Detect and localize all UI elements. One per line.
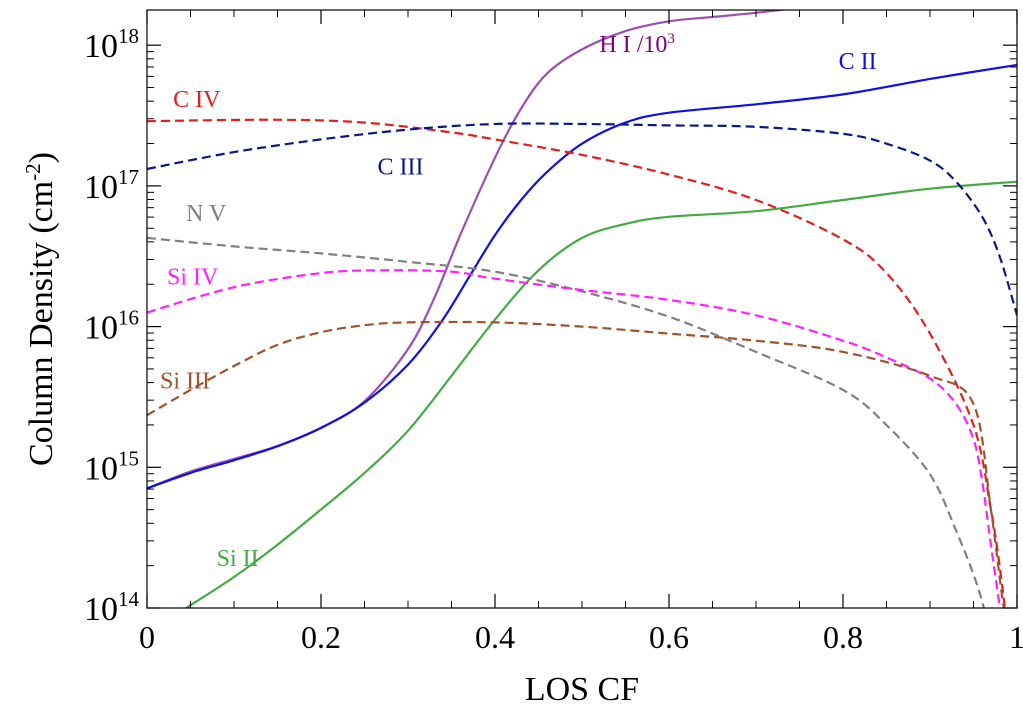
x-tick-label: 0.8: [823, 619, 863, 655]
series-layer: [147, 10, 1017, 608]
series-line-h-i-10: [147, 10, 789, 490]
x-tick-label: 1: [1009, 619, 1023, 655]
series-line-si-ii: [185, 180, 1017, 608]
y-tick-exponent: 17: [118, 165, 139, 189]
y-tick-exponent: 16: [118, 306, 139, 330]
y-tick-exponent: 18: [118, 24, 139, 48]
series-label-sup: 3: [667, 31, 675, 47]
series-label-text: Si III: [160, 368, 210, 394]
y-axis-title: Column Density (cm-2): [21, 152, 60, 466]
series-label-c-iv: C IV: [173, 87, 221, 113]
series-label-layer: H I /103 C II C IV C III N V Si IV Si III Si II: [160, 31, 877, 572]
series-line-si-iv: [147, 269, 1002, 608]
series-label-text: N V: [186, 201, 227, 227]
y-axis-title-base: Column Density (cm: [23, 181, 60, 466]
y-tick-exponent: 14: [118, 587, 140, 611]
series-label-text: C II: [839, 49, 877, 75]
series-line-si-iii: [147, 320, 1006, 608]
plot-frame: [146, 9, 1018, 609]
y-tick-label: 1017: [84, 165, 139, 206]
series-label-si-iii: Si III: [160, 368, 210, 394]
x-axis-title: LOS CF: [525, 671, 639, 708]
y-tick-base: 10: [84, 450, 118, 487]
series-label-si-iv: Si IV: [167, 264, 219, 290]
y-tick-label: 1018: [84, 24, 139, 65]
y-tick-label: 1016: [84, 306, 139, 347]
y-axis-title-tail: ): [23, 152, 60, 163]
y-tick-base: 10: [84, 591, 118, 628]
series-label-si-ii: Si II: [217, 546, 259, 572]
series-label-text: H I /10: [599, 32, 667, 58]
series-line-c-ii: [147, 63, 1017, 490]
series-label-c-iii: C III: [378, 155, 424, 181]
y-axis-title-sup: -2: [21, 163, 45, 181]
x-tick-label: 0: [139, 619, 155, 655]
series-line-n-v: [147, 236, 986, 608]
series-line-c-iii: [147, 122, 1017, 316]
y-tick-label: 1015: [84, 446, 139, 487]
x-tick-label: 0.6: [649, 619, 689, 655]
series-line-c-iv: [147, 118, 1007, 608]
series-label-text: C III: [378, 155, 424, 181]
y-tick-base: 10: [84, 169, 118, 206]
y-tick-label: 1014: [84, 587, 140, 628]
y-tick-base: 10: [84, 28, 118, 65]
series-label-c-ii: C II: [839, 49, 877, 75]
x-tick-label: 0.2: [301, 619, 341, 655]
series-label-text: C IV: [173, 87, 221, 113]
series-label-text: Si II: [217, 546, 259, 572]
x-tick-label: 0.4: [475, 619, 515, 655]
series-label-n-v: N V: [186, 201, 227, 227]
y-tick-base: 10: [84, 310, 118, 347]
y-tick-exponent: 15: [118, 446, 139, 470]
series-label-text: Si IV: [167, 264, 219, 290]
series-label-h-i-10: H I /103: [599, 31, 675, 58]
